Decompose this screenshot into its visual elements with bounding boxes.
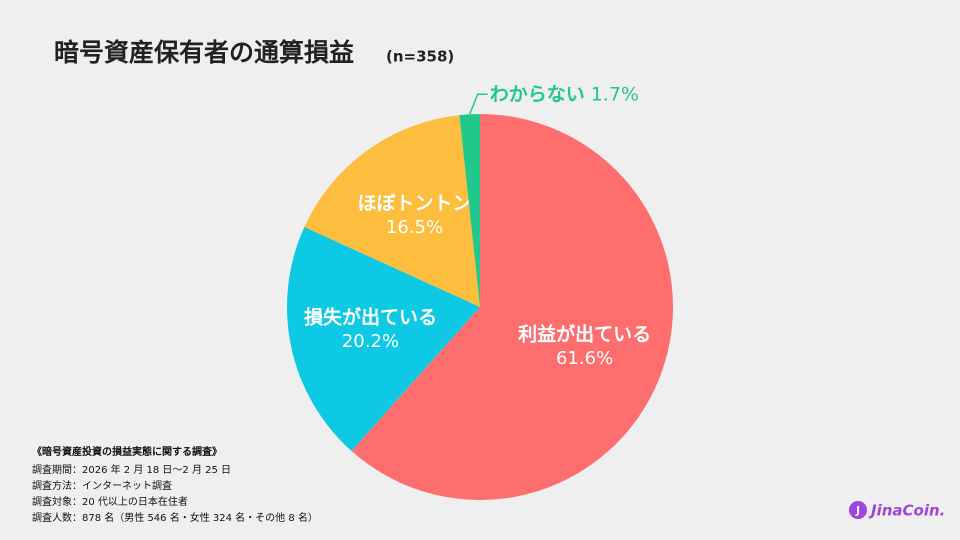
logo-icon [849,501,867,519]
slice-label-value: 1.7% [591,83,639,105]
pie-slice [287,227,480,451]
pie-slice [304,115,480,307]
chart-title: 暗号資産保有者の通算損益 [54,38,354,67]
slice-label: 利益が出ている [518,322,651,345]
slice-value: 20.2% [342,331,399,352]
slice-value: 61.6% [556,348,613,369]
logo-text: JinaCoin. [868,502,945,520]
chart-subtitle: (n=358) [386,48,454,66]
slice-label: ほぼトントン [357,193,471,215]
logo: J JinaCoin. [849,501,945,520]
note-line: 調査人数：878 名（男性 546 名・女性 324 名・その他 8 名） [32,511,318,524]
note-heading: 《暗号資産投資の損益実態に関する調査》 [32,445,222,458]
pie-slice [459,114,480,307]
slice-label: 損失が出ている [304,306,437,329]
slice-label-name: わからない [490,83,585,105]
pie-slice [351,114,673,500]
note-line: 調査方法：インターネット調査 [32,479,172,492]
logo-glyph: J [855,504,860,517]
note-line: 調査対象：20 代以上の日本在住者 [32,495,188,508]
note-line: 調査期間：2026 年 2 月 18 日〜2 月 25 日 [32,463,231,476]
leader-line [469,93,488,115]
slice-value: 16.5% [386,217,443,238]
slice-label: わからない 1.7% [490,83,639,105]
